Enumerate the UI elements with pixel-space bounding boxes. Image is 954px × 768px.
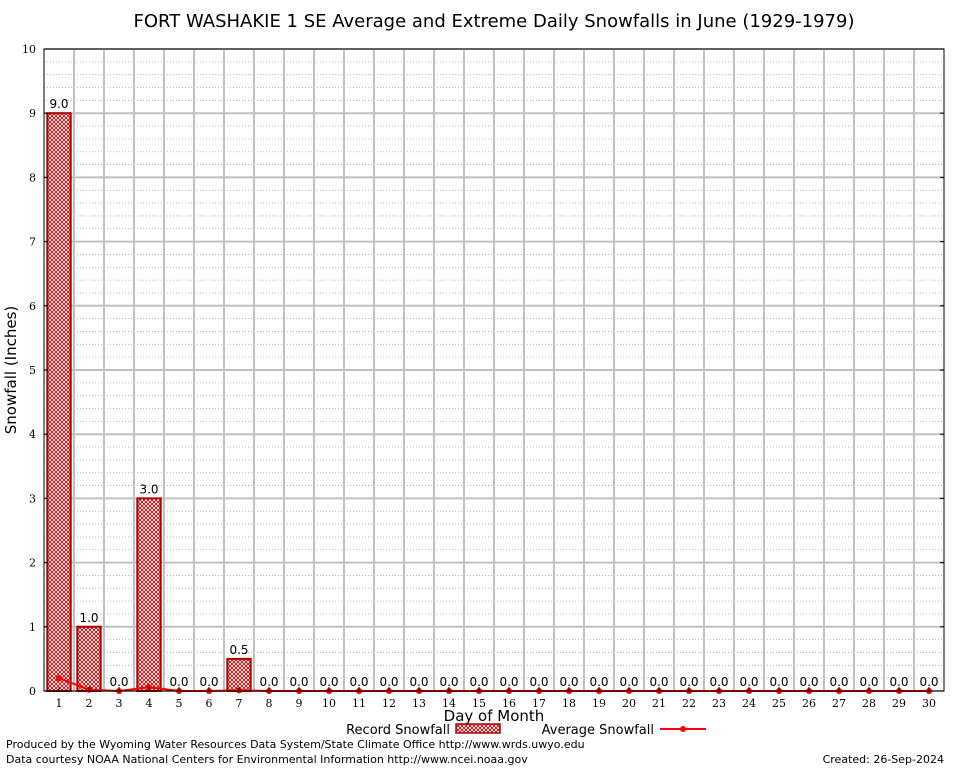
y-axis-ticks: 0 1 2 3 4 5 6 7 8 9 10 [22,43,944,698]
bar-value-label: 0.0 [349,675,368,689]
record-snowfall-bar [76,625,102,692]
bar-value-label: 0.0 [829,675,848,689]
average-snowfall-point [56,675,62,682]
y-tick-label: 8 [29,171,36,184]
x-tick-label: 26 [802,697,816,710]
x-axis-ticks: 1 2 3 4 5 6 7 8 9 10 11 12 13 14 15 16 17 18 19 20 21 22 23 24 2… [56,687,936,710]
bar-value-label: 0.0 [439,675,458,689]
x-tick-label: 8 [266,697,273,710]
x-tick-label: 20 [622,697,636,710]
record-snowfall-bar [226,657,252,693]
footer-created: Created: 26-Sep-2024 [823,753,944,766]
bar-value-label: 0.0 [769,675,788,689]
chart-grid [44,48,944,692]
x-tick-label: 7 [236,697,243,710]
x-tick-label: 14 [442,697,456,710]
x-tick-label: 12 [382,697,396,710]
bar-value-label: 0.0 [499,675,518,689]
x-tick-label: 22 [682,697,696,710]
bar-value-label: 0.0 [889,675,908,689]
bar-value-label: 0.0 [739,675,758,689]
bar-value-label: 0.0 [409,675,428,689]
bar-value-label: 0.0 [919,675,938,689]
bar-value-label: 0.0 [199,675,218,689]
bar-value-label: 0.0 [289,675,308,689]
x-tick-label: 1 [56,697,63,710]
footer-produced-by: Produced by the Wyoming Water Resources … [6,738,585,751]
y-tick-label: 6 [29,300,36,313]
footer-data-courtesy: Data courtesy NOAA National Centers for … [6,753,528,766]
x-tick-label: 29 [892,697,906,710]
bar-value-labels: 9.0 1.0 0.0 3.0 0.0 0.0 0.5 0.0 0.0 0.0 0.0 0.0 0.0 0… [49,97,938,689]
y-tick-label: 0 [29,685,36,698]
x-tick-label: 27 [832,697,846,710]
record-snowfall-bars [46,112,252,693]
y-tick-label: 9 [29,107,36,120]
x-tick-label: 11 [352,697,366,710]
x-tick-label: 25 [772,697,786,710]
legend-record-swatch [455,723,501,734]
x-tick-label: 15 [472,697,486,710]
x-tick-label: 21 [652,697,666,710]
legend-average-marker [680,726,686,732]
x-tick-label: 6 [206,697,213,710]
chart-title: FORT WASHAKIE 1 SE Average and Extreme D… [134,11,855,32]
bar-value-label: 0.5 [229,643,248,657]
bar-value-label: 0.0 [559,675,578,689]
bar-value-label: 0.0 [169,675,188,689]
x-tick-label: 28 [862,697,876,710]
x-tick-label: 4 [146,697,153,710]
bar-value-label: 0.0 [259,675,278,689]
x-axis-title: Day of Month [444,707,545,725]
bar-value-label: 0.0 [109,675,128,689]
record-snowfall-bar [136,497,162,692]
y-tick-label: 4 [29,428,36,441]
x-tick-label: 10 [322,697,336,710]
x-tick-label: 2 [86,697,93,710]
bar-value-label: 0.0 [319,675,338,689]
bar-value-label: 0.0 [529,675,548,689]
x-tick-label: 18 [562,697,576,710]
x-tick-label: 17 [532,697,546,710]
bar-value-label: 0.0 [379,675,398,689]
x-tick-label: 16 [502,697,516,710]
bar-value-label: 9.0 [49,97,68,111]
bar-value-label: 0.0 [709,675,728,689]
legend-average-label: Average Snowfall [542,723,654,738]
x-tick-label: 19 [592,697,606,710]
x-tick-label: 24 [742,697,756,710]
x-tick-label: 9 [296,697,303,710]
bar-value-label: 0.0 [589,675,608,689]
bar-value-label: 3.0 [139,482,158,496]
y-tick-label: 5 [29,364,36,377]
bar-value-label: 1.0 [79,611,98,625]
y-tick-label: 3 [29,492,36,505]
x-tick-label: 30 [922,697,936,710]
y-tick-label: 1 [29,621,36,634]
x-tick-label: 23 [712,697,726,710]
bar-value-label: 0.0 [469,675,488,689]
x-tick-label: 3 [116,697,123,710]
x-tick-label: 13 [412,697,426,710]
bar-value-label: 0.0 [619,675,638,689]
x-tick-label: 5 [176,697,183,710]
bar-value-label: 0.0 [859,675,878,689]
legend: Record Snowfall Average Snowfall [346,723,706,738]
record-snowfall-bar [46,112,72,692]
bar-value-label: 0.0 [649,675,668,689]
bar-value-label: 0.0 [799,675,818,689]
y-tick-label: 7 [29,236,36,249]
y-tick-label: 10 [22,43,36,56]
bar-value-label: 0.0 [679,675,698,689]
legend-record-label: Record Snowfall [346,723,450,738]
y-tick-label: 2 [29,557,36,570]
y-axis-title: Snowfall (Inches) [2,306,20,434]
